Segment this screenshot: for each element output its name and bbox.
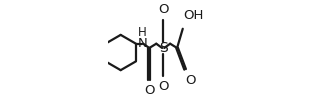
Text: OH: OH bbox=[183, 9, 203, 22]
Text: O: O bbox=[158, 80, 169, 93]
Text: S: S bbox=[159, 41, 168, 55]
Text: N: N bbox=[138, 37, 147, 50]
Text: O: O bbox=[186, 74, 196, 87]
Text: O: O bbox=[158, 3, 169, 16]
Text: O: O bbox=[144, 84, 154, 97]
Text: H: H bbox=[138, 26, 147, 39]
